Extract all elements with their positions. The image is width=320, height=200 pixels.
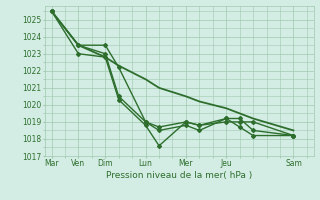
X-axis label: Pression niveau de la mer( hPa ): Pression niveau de la mer( hPa ) — [106, 171, 252, 180]
